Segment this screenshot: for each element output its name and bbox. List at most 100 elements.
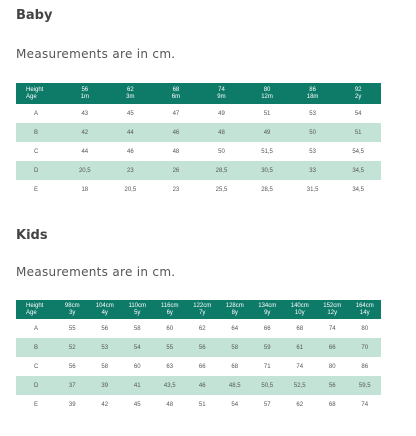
table-cell: 45 [133, 401, 141, 408]
table-cell: 74 [361, 401, 369, 408]
size-column-header: 134cm 9y [251, 300, 284, 319]
table-cell: 60 [133, 363, 141, 370]
size-column-header: 128cm 8y [219, 300, 252, 319]
table-cell: 44 [81, 148, 89, 155]
table-cell: 49 [263, 129, 271, 136]
header-label-cell: Height Age [16, 83, 62, 104]
column-height: 86 [309, 86, 316, 93]
column-age: 5y [134, 309, 141, 316]
column-height: 122cm [193, 302, 212, 309]
table-row: B 42 44 46 48 49 50 51 [16, 123, 381, 142]
table-row: C 56 58 60 63 66 68 71 74 80 86 [16, 357, 381, 376]
column-height: 104cm [95, 302, 114, 309]
column-height: 80 [263, 86, 271, 93]
table-cell: 51,5 [261, 148, 273, 155]
size-column-header: 164cm 14y [349, 300, 382, 319]
table-row: E 39 42 45 48 51 54 57 62 68 74 [16, 395, 381, 414]
table-cell: 53 [309, 148, 316, 155]
column-age: 18m [306, 93, 319, 100]
table-row: E 18 20,5 23 25,5 28,5 31,5 34,5 [16, 180, 381, 199]
table-cell: 50 [309, 129, 316, 136]
table-cell: 48,5 [228, 382, 241, 389]
header-height-label: Height [26, 86, 44, 93]
size-column-header: 92 2y [335, 83, 381, 104]
column-height: 74 [218, 86, 225, 93]
kids-size-table: Height Age 98cm 3y 104cm 4y 110cm 5y 116cm 6… [16, 300, 381, 414]
table-cell: 58 [133, 325, 141, 332]
row-label: B [34, 129, 39, 136]
table-cell: 49 [218, 110, 225, 117]
table-cell: 42 [81, 129, 89, 136]
baby-section-title: Baby [16, 8, 53, 23]
table-cell: 56 [101, 325, 109, 332]
table-cell: 33 [309, 167, 316, 174]
table-cell: 45 [127, 110, 134, 117]
column-height: 128cm [225, 302, 244, 309]
row-label: A [34, 110, 39, 117]
table-cell: 31,5 [306, 186, 319, 193]
table-cell: 46 [127, 148, 134, 155]
table-cell: 34,5 [352, 167, 365, 174]
table-cell: 44 [127, 129, 134, 136]
column-age: 9y [264, 309, 271, 316]
table-cell: 70 [361, 344, 369, 351]
column-height: 140cm [290, 302, 309, 309]
table-cell: 58 [101, 363, 109, 370]
table-cell: 61 [296, 344, 304, 351]
table-cell: 59 [263, 344, 271, 351]
table-cell: 74 [296, 363, 304, 370]
column-age: 10y [294, 309, 305, 316]
table-cell: 53 [101, 344, 109, 351]
column-height: 62 [127, 86, 134, 93]
column-age: 9m [217, 93, 226, 100]
table-header-row: Height Age 98cm 3y 104cm 4y 110cm 5y 116cm 6… [16, 300, 381, 319]
column-age: 6m [171, 93, 181, 100]
table-cell: 80 [361, 325, 369, 332]
table-cell: 34,5 [352, 186, 365, 193]
table-cell: 54 [133, 344, 141, 351]
table-cell: 48 [166, 401, 174, 408]
row-label: E [34, 401, 39, 408]
column-age: 8y [231, 309, 238, 316]
column-age: 6y [166, 309, 173, 316]
header-age-label: Age [26, 93, 37, 100]
table-row: A 43 45 47 49 51 53 54 [16, 104, 381, 123]
size-column-header: 122cm 7y [186, 300, 219, 319]
table-cell: 54,5 [352, 148, 365, 155]
table-cell: 62 [296, 401, 304, 408]
header-height-label: Height [26, 302, 44, 309]
table-cell: 63 [166, 363, 174, 370]
row-label: C [34, 363, 39, 370]
table-cell: 68 [231, 363, 239, 370]
kids-measurements-note: Measurements are in cm. [16, 265, 176, 279]
column-height: 110cm [128, 302, 147, 309]
table-row: B 52 53 54 55 56 58 59 61 66 70 [16, 338, 381, 357]
table-cell: 20,5 [78, 167, 91, 174]
column-age: 4y [101, 309, 108, 316]
header-label-cell: Height Age [16, 300, 56, 319]
table-cell: 68 [328, 401, 336, 408]
table-cell: 66 [198, 363, 206, 370]
kids-section-title: Kids [16, 228, 48, 243]
table-cell: 42 [101, 401, 109, 408]
table-cell: 25,5 [215, 186, 228, 193]
table-cell: 57 [263, 401, 271, 408]
table-cell: 56 [328, 382, 336, 389]
table-cell: 46 [198, 382, 206, 389]
table-cell: 52,5 [293, 382, 306, 389]
column-height: 164cm [355, 302, 374, 309]
table-cell: 66 [328, 344, 336, 351]
table-cell: 46 [172, 129, 180, 136]
column-height: 98cm [64, 302, 80, 309]
column-age: 14y [359, 309, 370, 316]
table-cell: 53 [309, 110, 316, 117]
table-cell: 28,5 [215, 167, 228, 174]
table-row: C 44 46 48 50 51,5 53 54,5 [16, 142, 381, 161]
table-cell: 58 [231, 344, 239, 351]
column-height: 68 [172, 86, 180, 93]
baby-measurements-note: Measurements are in cm. [16, 47, 176, 61]
column-age: 12y [327, 309, 338, 316]
row-label: D [34, 382, 39, 389]
size-column-header: 80 12m [244, 83, 290, 104]
size-column-header: 140cm 10y [284, 300, 317, 319]
